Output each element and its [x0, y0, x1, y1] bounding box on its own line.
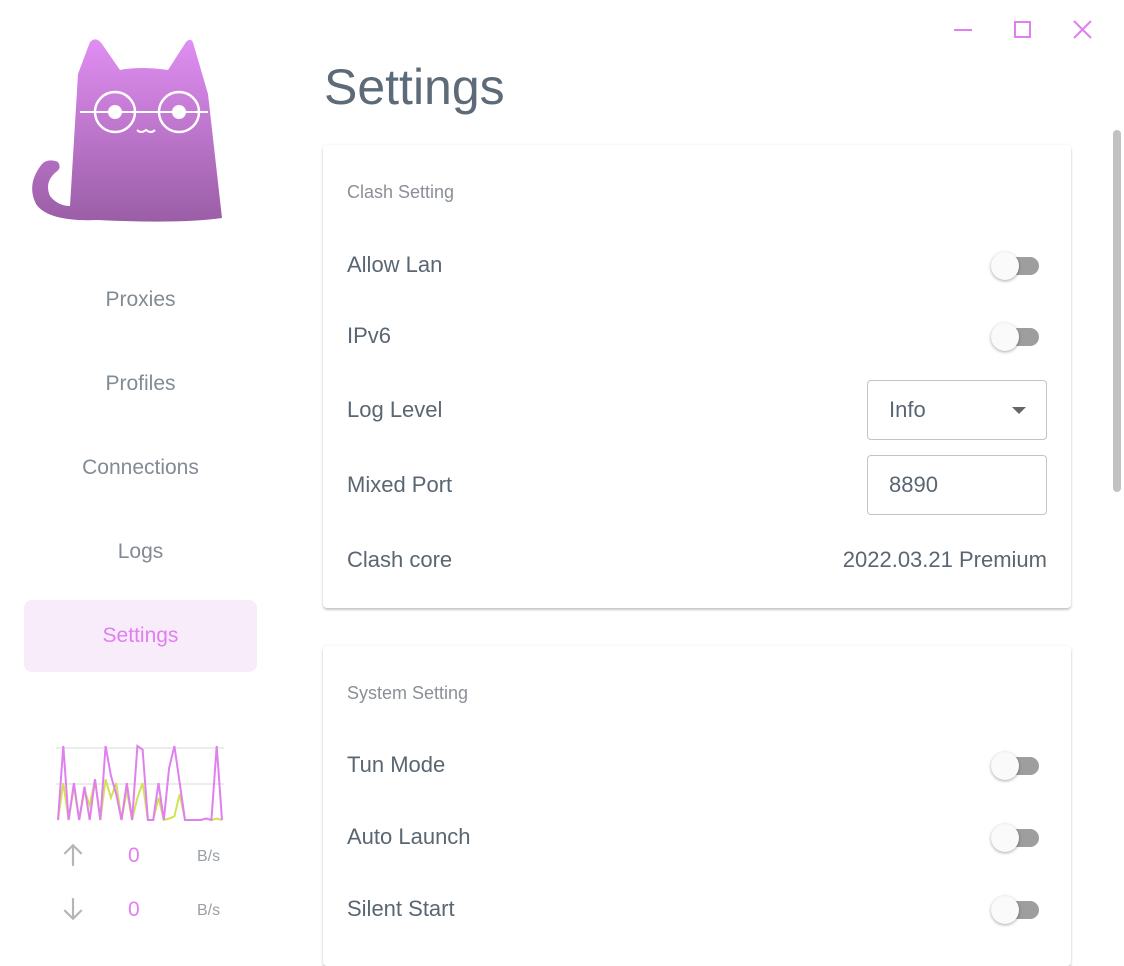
- ipv6-toggle[interactable]: [991, 322, 1047, 351]
- tun-mode-label: Tun Mode: [347, 752, 446, 777]
- page-title: Settings: [324, 59, 505, 115]
- mixed-port-label: Mixed Port: [347, 472, 453, 497]
- allow-lan-toggle[interactable]: [991, 251, 1047, 280]
- system-setting-card: System Setting Tun Mode Auto Launch Sile…: [323, 646, 1071, 966]
- card-title: Clash Setting: [347, 182, 455, 202]
- auto-launch-label: Auto Launch: [347, 824, 471, 849]
- download-rate: 0 B/s: [60, 896, 230, 926]
- log-level-row: Log Level Info: [347, 380, 1047, 440]
- auto-launch-toggle[interactable]: [991, 823, 1047, 852]
- log-level-select[interactable]: Info: [867, 380, 1047, 440]
- caret-down-icon: [1012, 407, 1026, 414]
- nav-proxies[interactable]: Proxies: [105, 288, 176, 311]
- auto-launch-row: Auto Launch: [347, 817, 1047, 857]
- clash-setting-card: Clash Setting Allow Lan IPv6 Log Level I…: [323, 145, 1071, 608]
- clash-core-version: 2022.03.21 Premium: [842, 547, 1047, 572]
- silent-start-label: Silent Start: [347, 896, 455, 921]
- download-value: 0: [128, 898, 140, 921]
- maximize-icon[interactable]: [1009, 16, 1037, 44]
- cat-logo: [32, 39, 223, 222]
- minimize-icon[interactable]: [950, 16, 978, 44]
- nav-profiles[interactable]: Profiles: [105, 372, 176, 395]
- allow-lan-row: Allow Lan: [347, 245, 1047, 285]
- traffic-graph: [56, 744, 224, 822]
- close-icon[interactable]: [1069, 16, 1097, 44]
- ipv6-row: IPv6: [347, 316, 1047, 356]
- upload-rate: 0 B/s: [60, 842, 230, 872]
- upload-value: 0: [128, 844, 140, 867]
- log-level-value: Info: [889, 397, 926, 422]
- allow-lan-label: Allow Lan: [347, 252, 443, 277]
- silent-start-row: Silent Start: [347, 889, 1047, 929]
- arrow-down-icon: [63, 898, 83, 921]
- tun-mode-toggle[interactable]: [991, 751, 1047, 780]
- card-title: System Setting: [347, 683, 469, 703]
- download-unit: B/s: [197, 902, 221, 919]
- silent-start-toggle[interactable]: [991, 895, 1047, 924]
- nav-settings[interactable]: Settings: [24, 600, 257, 672]
- mixed-port-input[interactable]: 8890: [867, 455, 1047, 515]
- nav-logs[interactable]: Logs: [117, 540, 164, 563]
- clash-core-label: Clash core: [347, 547, 453, 572]
- upload-unit: B/s: [197, 848, 221, 865]
- scrollbar[interactable]: [1113, 130, 1121, 492]
- mixed-port-row: Mixed Port 8890: [347, 455, 1047, 515]
- tun-mode-row: Tun Mode: [347, 745, 1047, 785]
- sidebar: Proxies Profiles Connections Logs Settin…: [0, 0, 282, 937]
- log-level-label: Log Level: [347, 397, 443, 422]
- arrow-up-icon: [63, 843, 83, 866]
- upload-line: [57, 744, 223, 822]
- clash-core-row: Clash core 2022.03.21 Premium: [347, 540, 1047, 580]
- nav-connections[interactable]: Connections: [82, 456, 199, 479]
- ipv6-label: IPv6: [347, 323, 392, 348]
